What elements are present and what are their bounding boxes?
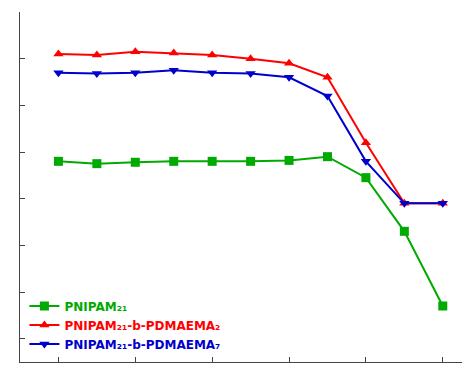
svg-text:PNIPAM₂₁: PNIPAM₂₁	[64, 300, 127, 314]
svg-text:PNIPAM₂₁-b-PDMAEMA₂: PNIPAM₂₁-b-PDMAEMA₂	[64, 319, 220, 333]
svg-text:PNIPAM₂₁-b-PDMAEMA₇: PNIPAM₂₁-b-PDMAEMA₇	[64, 338, 220, 352]
